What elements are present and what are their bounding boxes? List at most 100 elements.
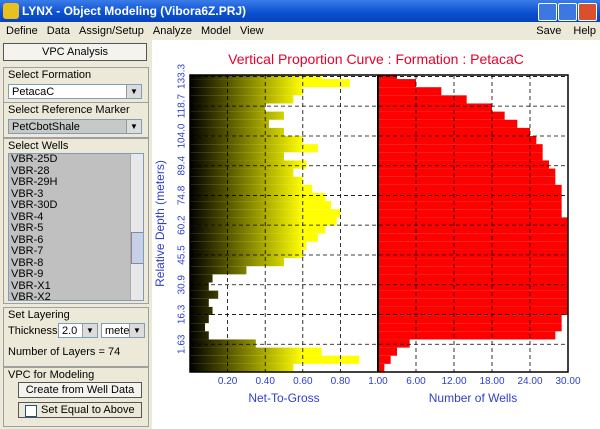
unit-dropdown[interactable]: meters ▼ [101,323,145,338]
checkbox-frame: Set Equal to Above [18,402,142,418]
layers-label: Number of Layers = [8,346,105,358]
well-item[interactable]: VBR-28 [11,164,50,177]
scroll-thumb[interactable] [131,232,143,264]
bar [190,290,219,299]
marker-dropdown[interactable]: PetCbotShale ▼ [8,119,142,134]
menu-item[interactable]: Analyze [152,25,193,37]
well-item[interactable]: VBR-29H [11,176,58,188]
dropdown-value: PetacaC [12,86,55,98]
bar [378,355,391,364]
bar [378,306,568,316]
app-icon [3,3,19,19]
bar [378,290,568,299]
minimize-button[interactable] [538,3,557,21]
dropdown-arrow[interactable]: ▼ [126,85,141,98]
dropdown-value: 2.0 [62,325,78,337]
well-item[interactable]: VBR-3 [11,187,44,200]
bar [190,176,303,185]
well-item[interactable]: VBR-4 [11,210,44,223]
dropdown-arrow[interactable]: ▼ [82,324,97,337]
menu-item[interactable]: Define [6,25,38,37]
dropdown-arrow[interactable]: ▼ [129,324,144,337]
well-item[interactable]: VBR-6 [11,233,44,246]
y-tick-label: 45.5 [177,245,188,265]
bar [378,168,556,177]
x-tick-label: 6.00 [406,376,426,387]
bar [190,144,318,153]
well-item[interactable]: VBR-8 [11,256,44,269]
layers-value: 74 [108,346,121,358]
x-axis-label: Net-To-Gross [248,391,319,405]
well-item[interactable]: VBR-X1 [11,279,51,292]
bar [190,249,303,259]
bar [378,217,568,226]
menu-item[interactable]: Model [201,25,231,37]
bar [190,79,350,88]
well-item[interactable]: VBR-7 [11,245,44,257]
thickness-dropdown[interactable]: 2.0 ▼ [58,323,98,338]
bar [378,136,537,145]
menu-item[interactable]: Assign/Setup [79,25,144,37]
x-tick-label: 0.60 [293,376,313,387]
bar [378,233,568,242]
well-item[interactable]: VBR-5 [11,222,44,234]
well-item[interactable]: VBR-30D [11,199,58,211]
wells-listbox[interactable]: VBR-25D VBR-28 VBR-29H VBR-3 VBR-30D VBR-4 VBR… [8,153,144,301]
bar [190,184,313,193]
bar [378,95,467,104]
create-button[interactable]: Create from Well Data [18,382,142,398]
checkbox[interactable] [25,405,37,417]
bar [190,209,341,218]
bar [190,315,209,324]
bar [190,103,266,112]
bar [378,249,568,259]
group-label: VPC for Modeling [8,369,95,381]
maximize-button[interactable] [558,3,577,21]
layering-group: Set Layering Thickness 2.0 ▼ meters ▼ Numb… [3,307,149,367]
bar [378,274,568,283]
menu-item[interactable]: Save [536,25,562,37]
bar [378,119,518,128]
tab-button[interactable]: VPC Analysis [3,43,147,61]
bar [190,127,284,137]
x-axis-label: Number of Wells [429,391,517,405]
bar [190,136,303,145]
bar [190,152,284,161]
x-tick-label: 0.80 [331,376,351,387]
group-label: Select Reference Marker [8,104,130,116]
bar [378,315,562,324]
well-item[interactable]: VBR-25D [11,153,58,165]
bar [378,184,562,193]
menu-item[interactable]: View [239,25,264,37]
bar [190,282,209,291]
wells-group: Select Wells VBR-25D VBR-28 VBR-29H VBR-3 VB… [3,138,149,304]
scrollbar[interactable] [130,154,143,300]
bar [378,75,397,80]
x-tick-label: 18.00 [479,376,504,387]
close-button[interactable] [578,3,597,21]
bar [378,192,562,202]
bar [378,201,562,210]
bar [378,87,442,96]
bar [190,160,307,169]
dropdown-arrow[interactable]: ▼ [126,120,141,133]
bar [190,233,318,242]
bar [378,347,397,356]
well-item[interactable]: VBR-9 [11,268,44,280]
y-tick-label: 30.9 [177,275,188,295]
menu-item[interactable]: Help [573,25,596,37]
bar [378,331,556,340]
marker-group: Select Reference Marker PetCbotShale ▼ [3,102,149,138]
bar [190,363,294,372]
thickness-label: Thickness [8,325,58,337]
bar [190,119,269,128]
formation-dropdown[interactable]: PetacaC ▼ [8,84,142,99]
x-tick-label: 0.40 [255,376,275,387]
bar [190,87,303,96]
well-item[interactable]: VBR-X2 [11,291,51,301]
formation-group: Select Formation PetacaC ▼ [3,67,149,103]
window-title: LYNX - Object Modeling (Vibora6Z.PRJ) [22,4,247,18]
menu-item[interactable]: Data [46,25,71,37]
title-bar: LYNX - Object Modeling (Vibora6Z.PRJ) [0,0,600,22]
bar [190,274,213,283]
